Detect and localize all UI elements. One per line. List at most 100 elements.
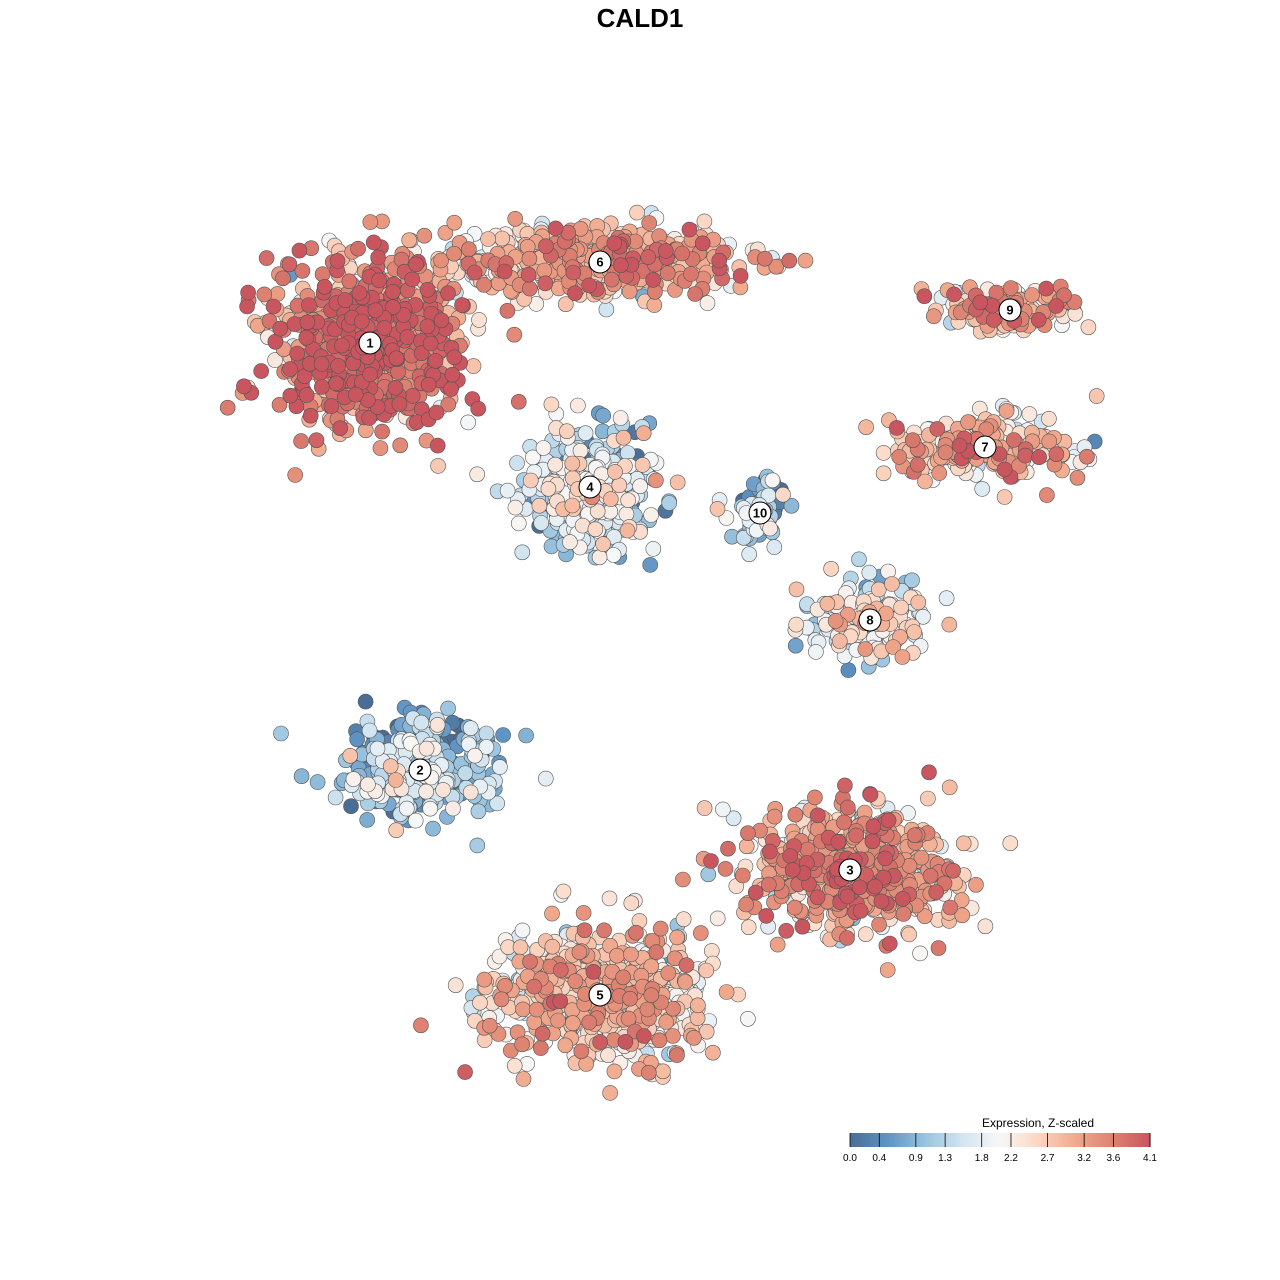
cell-point-cluster-5 [640,1064,657,1081]
cell-point-cluster-5 [678,957,695,974]
chart-title: CALD1 [597,3,684,33]
colorbar-tick-label: 1.8 [975,1153,989,1164]
cell-point-cluster-1 [219,399,236,416]
cell-point-cluster-4 [509,455,525,471]
cell-point-cluster-4 [587,521,604,538]
colorbar-segment [942,1133,946,1147]
cell-point-cluster-8 [938,590,955,607]
colorbar-segment [897,1133,901,1147]
cell-point-cluster-6 [612,257,629,274]
colorbar-segment [1115,1133,1119,1147]
cell-point-cluster-1 [272,320,289,337]
cell-point-cluster-3 [880,812,897,829]
colorbar-segment [1030,1133,1034,1147]
cell-point-cluster-1 [444,366,461,383]
colorbar-segment [1060,1133,1064,1147]
cell-point-cluster-3 [848,827,865,844]
cell-point-cluster-1 [293,433,309,449]
cluster-label-7: 7 [973,435,997,459]
cell-point-cluster-1 [401,232,418,248]
colorbar-segment [860,1133,864,1147]
cell-point-cluster-7 [960,414,976,430]
colorbar-segment [885,1133,889,1147]
cell-point-cluster-6 [659,265,676,282]
cell-point-cluster-2 [407,812,424,829]
colorbar-tick-label: 2.2 [1004,1153,1018,1164]
cell-point-cluster-5 [544,938,561,955]
cell-point-cluster-8 [884,576,900,592]
cell-point-cluster-3 [738,838,755,855]
cell-point-cluster-1 [506,326,523,343]
cell-point-cluster-4 [469,466,486,483]
colorbar-segment [950,1133,954,1147]
cell-point-cluster-3 [720,840,736,857]
cell-point-cluster-5 [651,1032,668,1049]
colorbar-segment [882,1133,886,1147]
colorbar-segment [1070,1133,1074,1147]
cell-point-cluster-8 [904,572,920,589]
colorbar-segment [940,1133,944,1147]
cell-point-cluster-2 [418,740,435,757]
cell-point-cluster-1 [253,363,270,379]
colorbar-segment [1110,1133,1114,1147]
cell-point-cluster-3 [865,818,882,835]
cell-point-cluster-1 [362,214,379,230]
cell-point-cluster-1 [440,396,457,413]
cell-point-cluster-2 [343,798,359,815]
colorbar-segment [962,1133,966,1147]
cell-point-cluster-3 [778,922,795,939]
cell-point-cluster-4 [591,549,608,566]
cell-point-cluster-6 [598,301,615,318]
colorbar-segment [870,1133,874,1147]
cell-point-cluster-8 [910,594,927,611]
cluster-label-badge [858,608,882,632]
cluster-label-text: 2 [416,763,423,778]
cell-point-cluster-2 [435,782,451,798]
cell-point-cluster-10 [775,486,791,503]
cell-point-cluster-6 [437,225,454,241]
cell-point-cluster-3 [703,853,719,869]
cell-point-cluster-1 [367,302,384,319]
cell-point-cluster-5 [555,883,572,900]
colorbar-segment [927,1133,931,1147]
cell-point-cluster-2 [478,739,495,755]
colorbar-segment [1005,1133,1009,1147]
colorbar-segment [1120,1133,1124,1147]
colorbar-ticks: 0.0 0.4 0.9 1.3 1.8 2.2 2.7 3.2 3.6 4.1 [843,1133,1157,1164]
colorbar-tick-label: 3.6 [1106,1153,1120,1164]
cell-point-cluster-1 [471,312,487,328]
cell-point-cluster-2 [457,765,474,782]
cell-point-cluster-5 [648,944,665,960]
cell-point-cluster-8 [851,551,867,568]
cell-point-cluster-2 [537,770,554,787]
cell-point-cluster-1 [267,333,284,350]
cell-point-cluster-5 [514,922,531,939]
cell-point-cluster-5 [705,1044,721,1061]
cell-point-cluster-3 [715,801,731,818]
cluster-label-badge [748,501,772,525]
colorbar-segment [865,1133,869,1147]
cell-point-cluster-9 [916,288,933,305]
cell-point-cluster-1 [372,440,389,456]
cell-point-cluster-5 [675,911,692,928]
colorbar-segment [855,1133,859,1147]
cell-point-cluster-5 [692,925,709,941]
cluster-label-text: 3 [846,863,853,878]
cell-point-cluster-1 [387,379,404,396]
colorbar-segment [957,1133,961,1147]
cell-point-cluster-3 [830,834,847,850]
cell-point-cluster-7 [1039,487,1055,503]
cell-point-cluster-2 [369,740,386,757]
cell-point-cluster-2 [518,727,534,744]
cell-point-cluster-1 [301,297,317,313]
colorbar-gradient [850,1133,1151,1147]
cell-point-cluster-7 [1088,388,1105,404]
colorbar-segment [1052,1133,1056,1147]
colorbar-segment [1077,1133,1081,1147]
cell-point-cluster-3 [786,899,803,916]
colorbar-segment [1097,1133,1101,1147]
cell-point-cluster-6 [446,245,462,262]
colorbar-segment [1015,1133,1019,1147]
colorbar-segment [1045,1133,1049,1147]
cell-point-cluster-1 [329,253,346,269]
